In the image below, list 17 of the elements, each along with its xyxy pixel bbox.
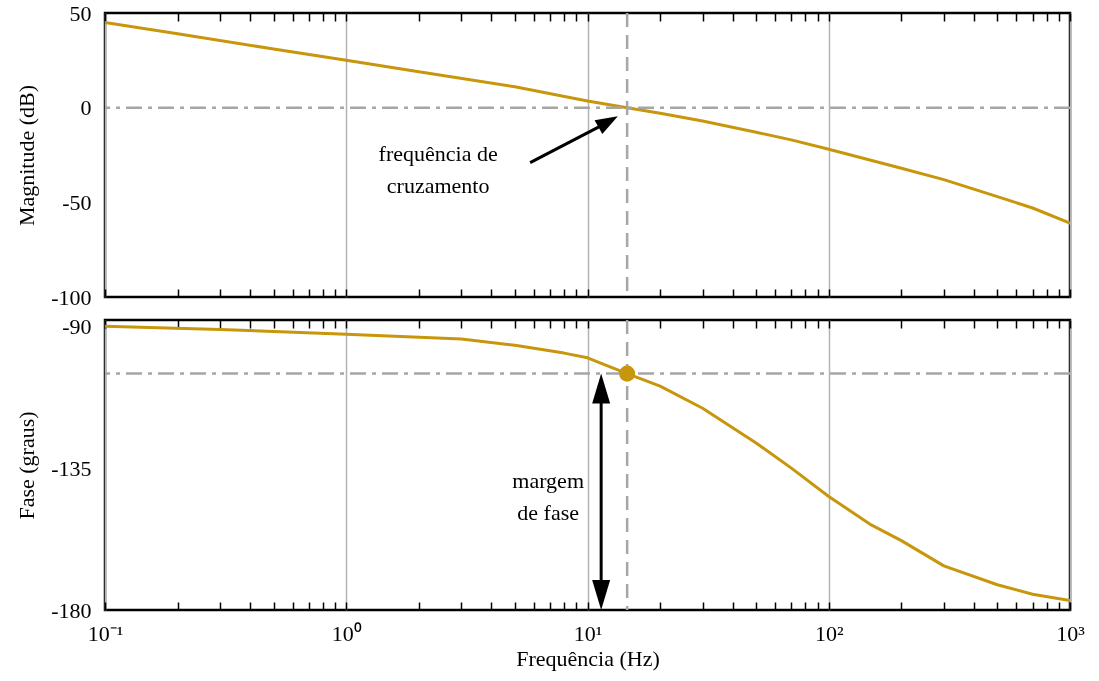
- x-axis-title: Frequência (Hz): [516, 645, 660, 671]
- y-axis-title: Magnitude (dB): [14, 84, 40, 227]
- y-tick-label: -135: [51, 455, 92, 481]
- y-tick-label: 0: [80, 95, 92, 121]
- x-tick-label: 10⁻¹: [87, 620, 124, 646]
- y-tick-label: -180: [51, 597, 92, 623]
- annotation: frequência de cruzamento: [378, 140, 498, 198]
- x-tick-label: 10²: [814, 620, 844, 646]
- x-tick-label: 10¹: [573, 620, 603, 646]
- x-tick-label: 10³: [1056, 620, 1086, 646]
- y-tick-label: 50: [69, 0, 92, 26]
- y-axis-title: Fase (graus): [14, 411, 40, 520]
- y-tick-label: -50: [62, 189, 92, 215]
- annotation: margem de fase: [512, 467, 584, 525]
- y-tick-label: -90: [62, 313, 92, 339]
- y-tick-label: -100: [51, 284, 92, 310]
- x-tick-label: 10⁰: [331, 620, 362, 646]
